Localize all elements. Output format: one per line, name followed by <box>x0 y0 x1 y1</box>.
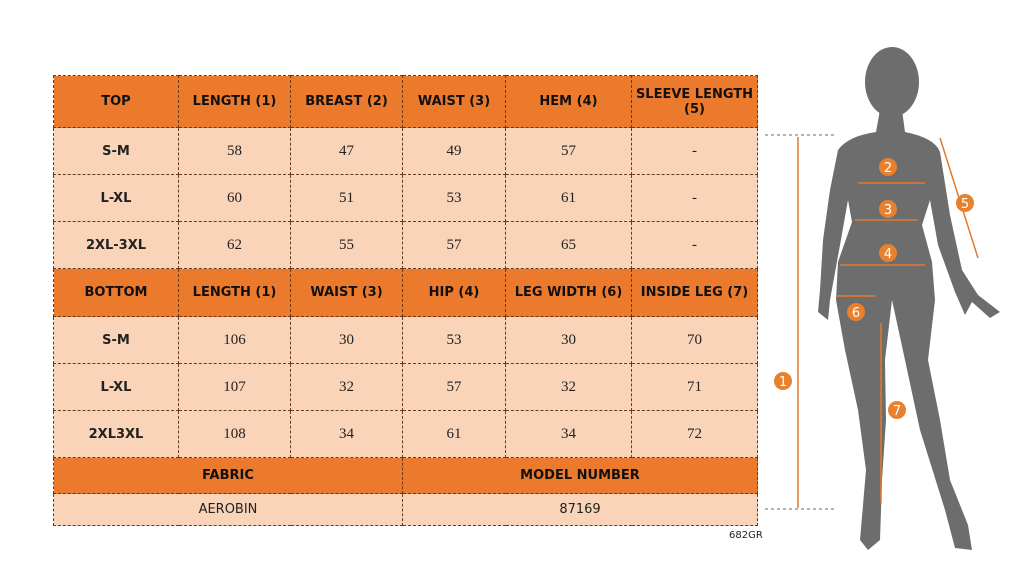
table-row: FABRIC MODEL NUMBER <box>53 457 758 494</box>
table-cell: SLEEVE LENGTH (5) <box>631 75 758 128</box>
table-cell: FABRIC <box>53 457 403 494</box>
marker-circle <box>879 244 897 262</box>
table-cell: LEG WIDTH (6) <box>505 268 632 317</box>
marker-label: 4 <box>884 247 892 262</box>
table-row: L-XL 107 32 57 32 71 <box>53 363 758 411</box>
figure: 1 2 3 4 5 6 7 <box>765 47 1000 550</box>
table-cell: 30 <box>290 316 403 364</box>
table-row: 2XL-3XL 62 55 57 65- <box>53 221 758 269</box>
table-cell: 62 <box>178 221 291 269</box>
table-cell: 51 <box>290 174 403 222</box>
table-cell: 87169 <box>402 493 758 526</box>
table-cell: 58 <box>178 127 291 175</box>
table-cell: BOTTOM <box>53 268 179 317</box>
table-row: S-M 58 47 49 57- <box>53 127 758 175</box>
table-cell: MODEL NUMBER <box>402 457 758 494</box>
table-cell: 61 <box>402 410 506 458</box>
table-cell: HIP (4) <box>402 268 506 317</box>
table-cell: 72 <box>631 410 758 458</box>
table-cell: 61 <box>505 174 632 222</box>
table-cell: 57 <box>402 363 506 411</box>
table-cell: HEM (4) <box>505 75 632 128</box>
table-cell: 49 <box>402 127 506 175</box>
marker-label: 6 <box>852 306 860 321</box>
silhouette <box>818 47 1000 550</box>
table-cell: WAIST (3) <box>290 268 403 317</box>
marker-circle <box>888 401 906 419</box>
table-cell: WAIST (3) <box>402 75 506 128</box>
table-cell: 34 <box>290 410 403 458</box>
marker-circle <box>879 200 897 218</box>
table-cell: 34 <box>505 410 632 458</box>
table-cell: 30 <box>505 316 632 364</box>
table-cell: 32 <box>290 363 403 411</box>
marker-circle <box>879 158 897 176</box>
table-cell: 106 <box>178 316 291 364</box>
table-cell: TOP <box>53 75 179 128</box>
size-table: TOP LENGTH (1) BREAST (2) WAIST (3) HEM (4) S… <box>53 75 758 526</box>
table-cell: 60 <box>178 174 291 222</box>
table-row: TOP LENGTH (1) BREAST (2) WAIST (3) HEM (4) S… <box>53 75 758 128</box>
table-cell: 53 <box>402 316 506 364</box>
table-cell: AEROBIN <box>53 493 403 526</box>
table-row: BOTTOM LENGTH (1) WAIST (3) HIP (4) LEG WIDT… <box>53 268 758 317</box>
marker-label: 1 <box>779 375 787 390</box>
table-cell: L-XL <box>53 174 179 222</box>
marker-label: 3 <box>884 203 892 218</box>
table-row: L-XL 60 51 53 61- <box>53 174 758 222</box>
table-cell: 65 <box>505 221 632 269</box>
table-cell: LENGTH (1) <box>178 75 291 128</box>
table-cell: L-XL <box>53 363 179 411</box>
table-row: S-M 106 30 53 30 70 <box>53 316 758 364</box>
marker-circle <box>847 303 865 321</box>
marker-label: 5 <box>961 197 969 212</box>
table-cell: - <box>631 221 758 269</box>
table-cell: S-M <box>53 316 179 364</box>
table-cell: 55 <box>290 221 403 269</box>
code: 682GR <box>729 530 763 541</box>
table-cell: 47 <box>290 127 403 175</box>
table-cell: LENGTH (1) <box>178 268 291 317</box>
marker-circle <box>956 194 974 212</box>
table-cell: 32 <box>505 363 632 411</box>
table-cell: 70 <box>631 316 758 364</box>
table-cell: 57 <box>402 221 506 269</box>
table-cell: 2XL-3XL <box>53 221 179 269</box>
table-cell: 2XL3XL <box>53 410 179 458</box>
table-cell: 57 <box>505 127 632 175</box>
table-row: 2XL3XL 108 34 61 34 72 <box>53 410 758 458</box>
marker-label: 7 <box>893 404 901 419</box>
table-cell: INSIDE LEG (7) <box>631 268 758 317</box>
marker-circle <box>774 372 792 390</box>
marker-label: 2 <box>884 161 892 176</box>
table-cell: S-M <box>53 127 179 175</box>
table-cell: 71 <box>631 363 758 411</box>
table-cell: 107 <box>178 363 291 411</box>
table-cell: 53 <box>402 174 506 222</box>
table-cell: - <box>631 127 758 175</box>
table-cell: - <box>631 174 758 222</box>
table-row: AEROBIN 87169 <box>53 493 758 526</box>
table-cell: 108 <box>178 410 291 458</box>
table-cell: BREAST (2) <box>290 75 403 128</box>
